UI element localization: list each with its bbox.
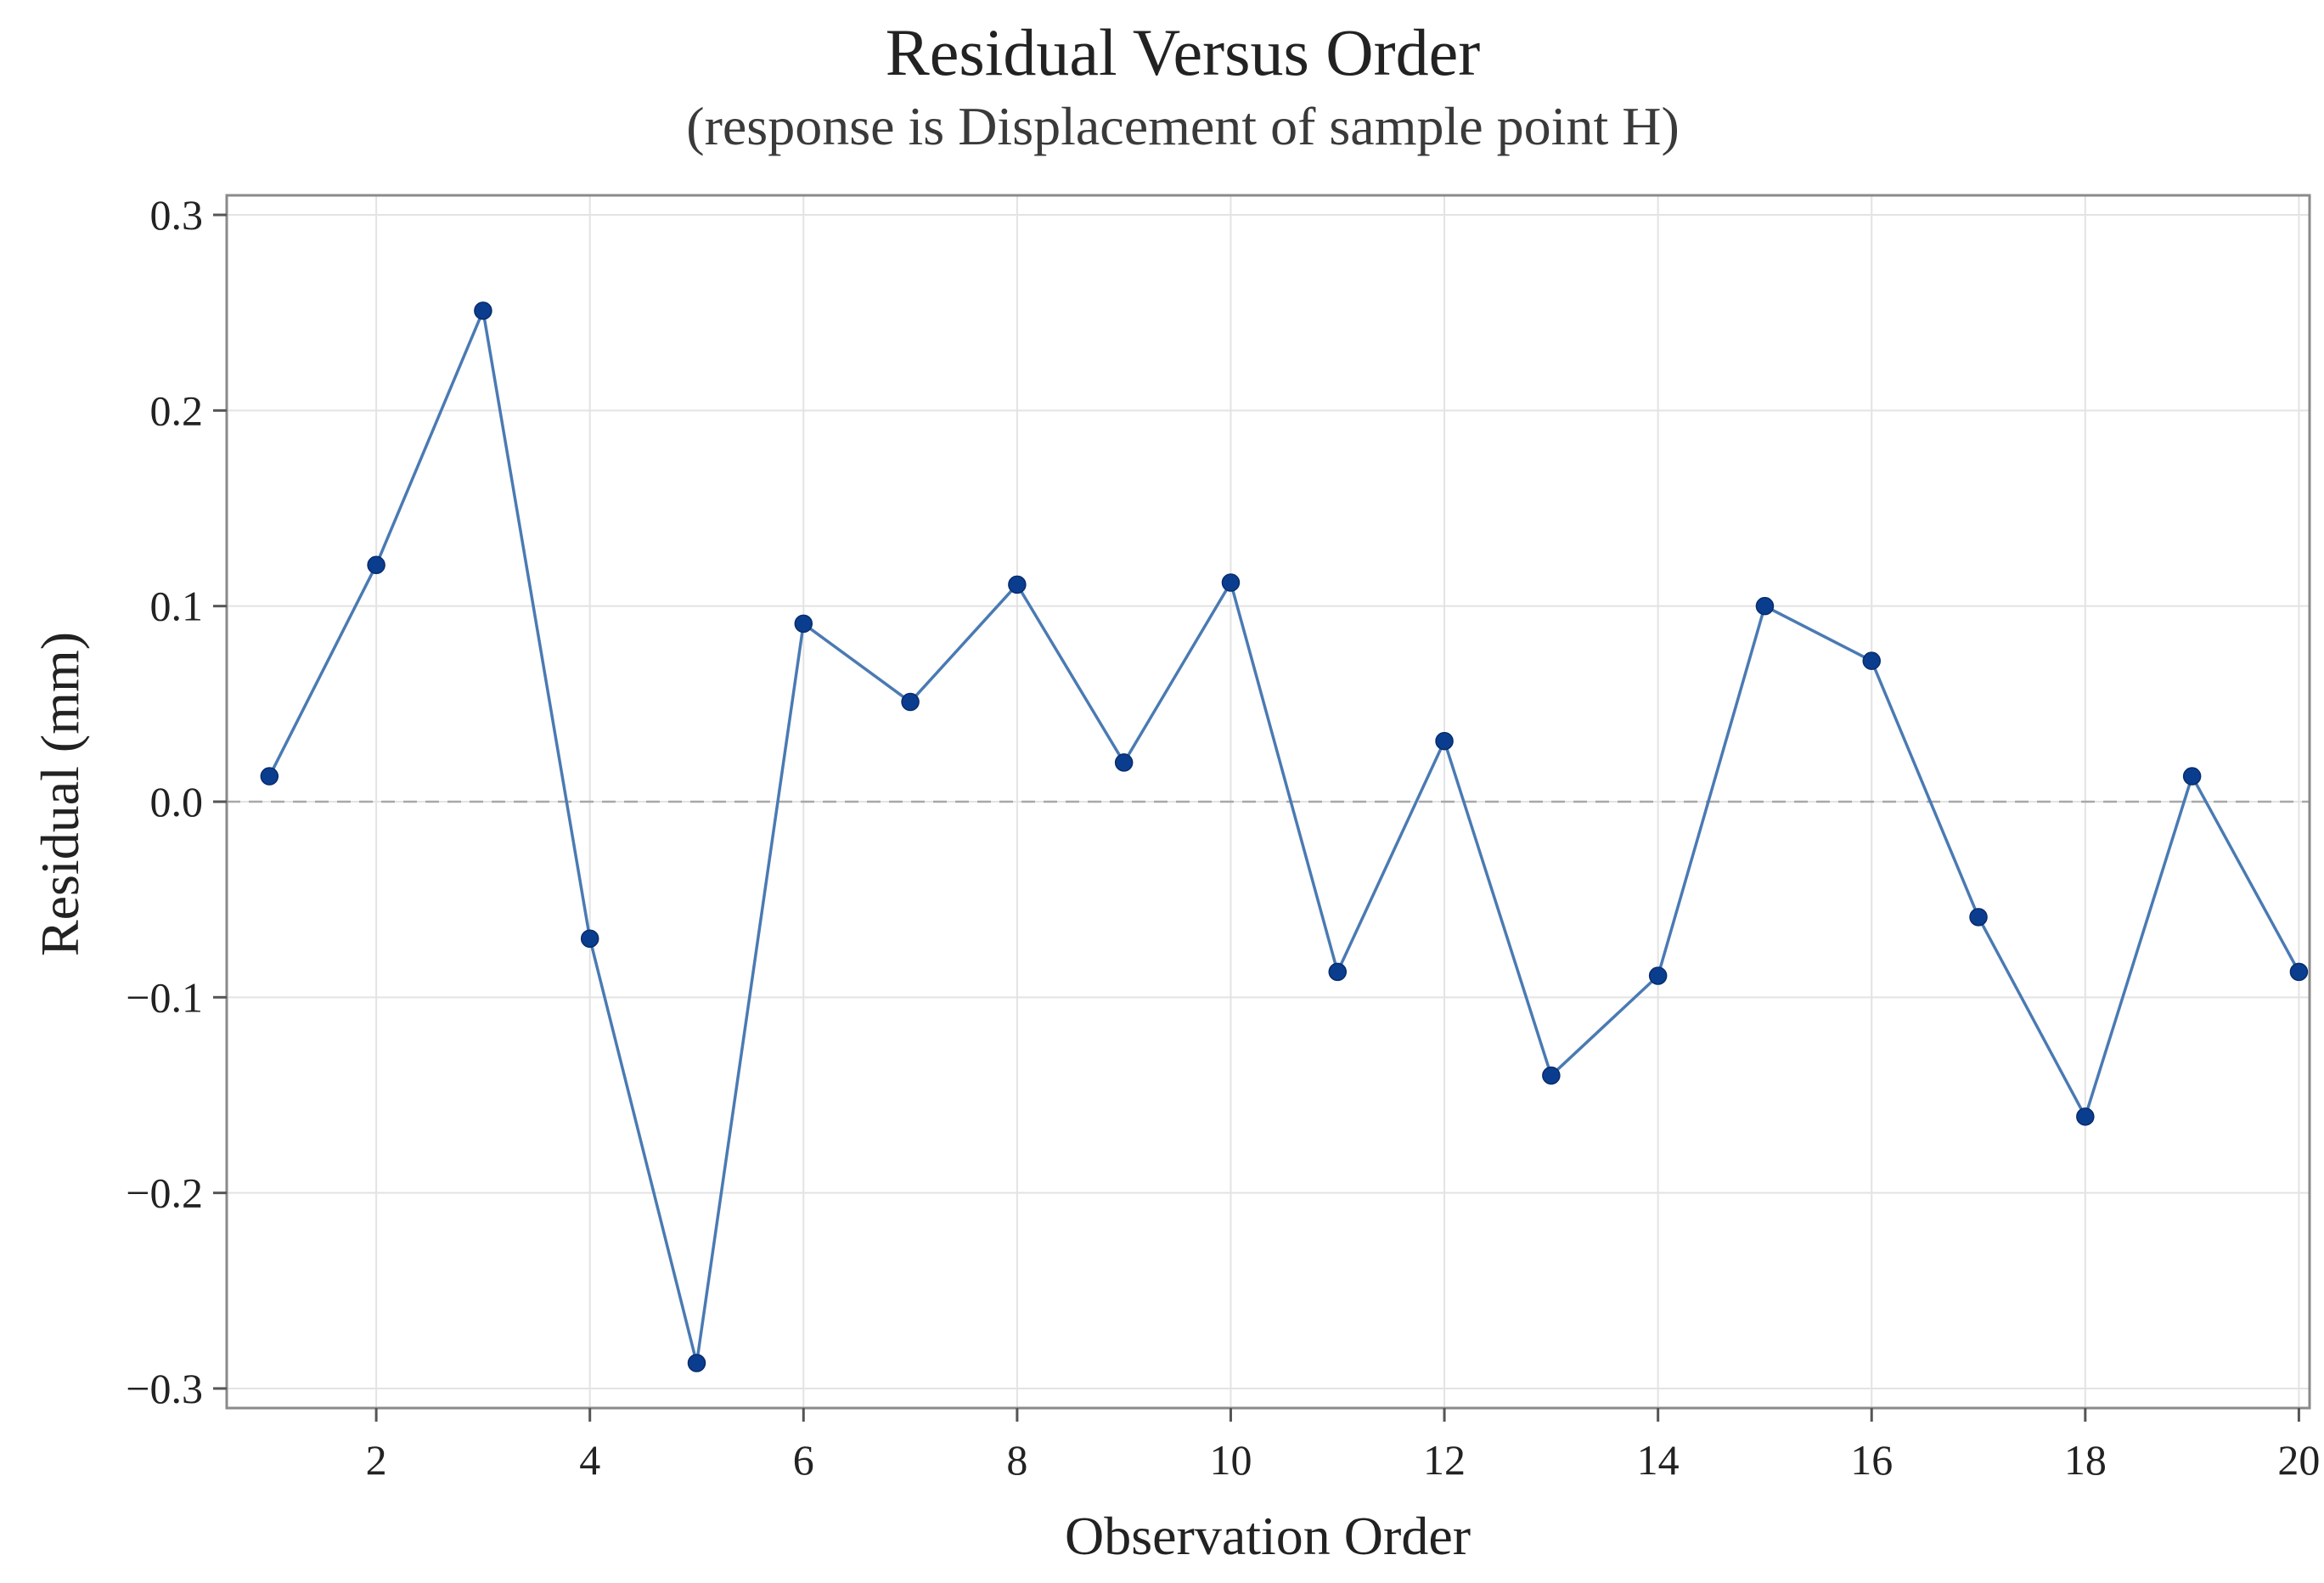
data-point [2182, 767, 2202, 786]
chart-subtitle: (response is Displacement of sample poin… [686, 96, 1680, 156]
x-tick-label: 18 [2064, 1436, 2107, 1484]
x-tick-label: 8 [1006, 1436, 1027, 1484]
data-point [1542, 1066, 1561, 1085]
chart-title: Residual Versus Order [886, 15, 1480, 89]
y-tick-label: −0.1 [126, 973, 203, 1021]
data-point [2076, 1107, 2095, 1126]
data-point [1862, 651, 1881, 670]
y-tick-label: 0.3 [150, 191, 204, 239]
y-tick-label: 0.2 [150, 386, 204, 434]
y-tick-label: 0.0 [150, 778, 204, 825]
data-point [1221, 573, 1241, 592]
data-point [1328, 962, 1348, 982]
data-point [260, 767, 279, 786]
y-axis-label: Residual (mm) [30, 632, 90, 956]
data-point [367, 555, 385, 575]
y-tick-label: −0.2 [126, 1169, 203, 1217]
x-tick-label: 10 [1209, 1436, 1252, 1484]
data-point [1114, 753, 1134, 772]
x-tick-label: 14 [1637, 1436, 1680, 1484]
x-tick-label: 12 [1423, 1436, 1466, 1484]
series-layer [260, 301, 2309, 1372]
data-point [474, 301, 492, 320]
x-axis-label: Observation Order [1065, 1506, 1471, 1566]
y-tick-label: −0.3 [126, 1365, 203, 1412]
x-tick-label: 6 [793, 1436, 814, 1484]
residual-series-line [267, 309, 2300, 1365]
data-point [2289, 962, 2309, 982]
x-tick-label: 20 [2277, 1436, 2320, 1484]
data-point [687, 1354, 706, 1372]
data-point [1648, 966, 1668, 985]
data-point [794, 614, 813, 634]
data-point [1008, 575, 1027, 594]
data-point [901, 692, 920, 712]
data-point [1755, 596, 1775, 616]
x-tick-label: 2 [366, 1436, 387, 1484]
data-point [580, 929, 599, 948]
tick-layer: 2 4 6 8 10 12 14 16 18 20 −0.3 −0.2 −0.1 0.0 0.1 0.2 0.3 [126, 191, 2320, 1484]
data-point [1969, 908, 1988, 927]
x-tick-label: 4 [579, 1436, 600, 1484]
data-point [1435, 731, 1454, 751]
y-tick-label: 0.1 [150, 583, 204, 630]
x-tick-label: 16 [1850, 1436, 1893, 1484]
